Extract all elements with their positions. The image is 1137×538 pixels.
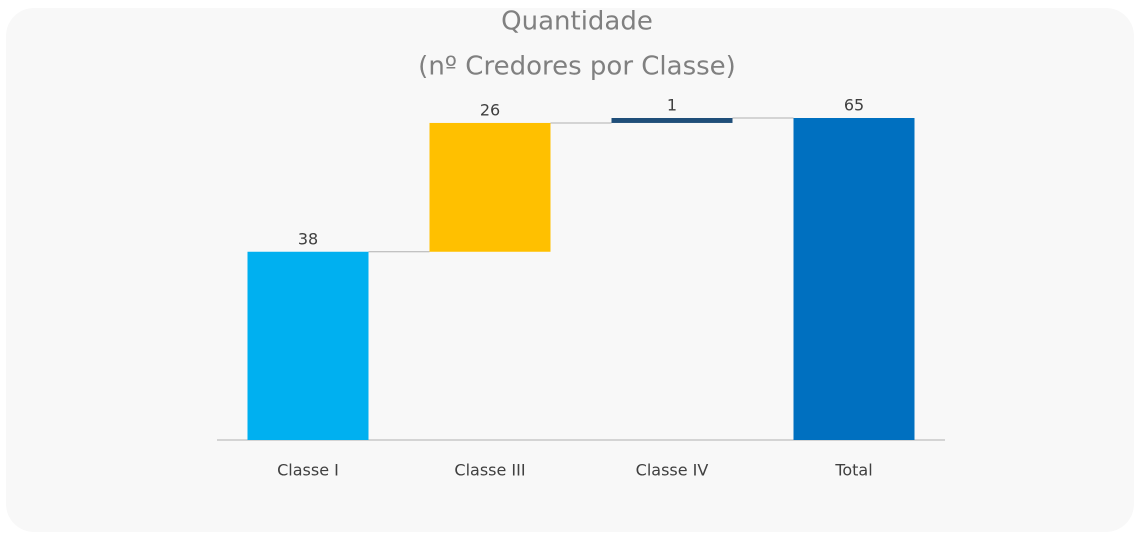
bar <box>429 122 551 252</box>
x-tick-label: Classe I <box>277 461 339 480</box>
x-tick-label: Classe IV <box>636 461 709 480</box>
chart-subtitle: (nº Credores por Classe) <box>418 52 736 82</box>
x-tick-label: Total <box>834 461 872 480</box>
data-label: 38 <box>298 229 318 248</box>
data-label: 26 <box>480 100 500 119</box>
data-label: 65 <box>844 96 864 115</box>
bar <box>611 118 733 123</box>
chart-background <box>6 8 1134 532</box>
chart-title: Quantidade <box>501 7 653 37</box>
data-label: 1 <box>667 96 677 115</box>
bar <box>793 118 915 440</box>
x-tick-label: Classe III <box>454 461 525 480</box>
bar <box>247 251 369 440</box>
